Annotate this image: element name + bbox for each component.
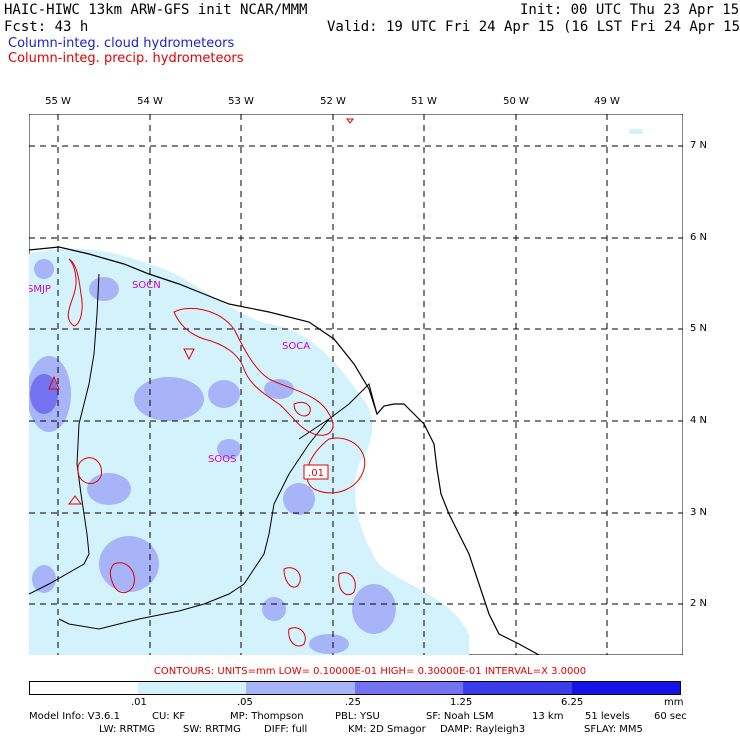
model-info-mp: MP: Thompson: [230, 711, 304, 722]
scale-swatch-0: [30, 682, 138, 694]
color-scale-bar: [29, 681, 681, 695]
model-info-sw: SW: RRTMG: [183, 724, 241, 735]
scale-label-3: 1.25: [450, 697, 473, 708]
scale-label-0: .01: [131, 697, 147, 708]
lat-label-5n: 5 N: [690, 323, 708, 334]
contour-label: .01: [308, 468, 324, 479]
model-info-km: KM: 2D Smagor: [348, 724, 426, 735]
forecast-hour: Fcst: 43 h: [4, 19, 89, 35]
contours-info: CONTOURS: UNITS=mm LOW= 0.10000E-01 HIGH…: [153, 666, 587, 677]
lat-label-4n: 4 N: [690, 415, 708, 426]
scale-label-1: .05: [237, 697, 253, 708]
station-label-smjp: SMJP: [29, 284, 51, 295]
precip-field-label: Column-integ. precip. hydrometeors: [8, 51, 244, 66]
init-time: Init: 00 UTC Thu 23 Apr 15: [520, 2, 740, 18]
lat-label-2n: 2 N: [690, 598, 708, 609]
model-info-timestep: 60 sec: [654, 711, 687, 722]
model-info-pbl: PBL: YSU: [335, 711, 380, 722]
scale-swatch-5: [572, 682, 680, 694]
lat-label-7n: 7 N: [690, 140, 708, 151]
scale-units: mm: [664, 697, 684, 708]
lon-label-51w: 51 W: [411, 96, 437, 107]
coastline: [29, 246, 540, 655]
station-label-socn: SOCN: [132, 280, 161, 291]
lon-label-50w: 50 W: [503, 96, 529, 107]
lat-label-3n: 3 N: [690, 507, 708, 518]
lat-lon-grid: [29, 114, 683, 655]
cloud-shading-medium: [29, 259, 396, 654]
cloud-shading-dark: [30, 374, 58, 414]
scale-label-2: .25: [345, 697, 361, 708]
country-borders: [29, 273, 378, 630]
station-label-soos: SOOS: [208, 454, 236, 465]
model-info-res: 13 km: [532, 711, 564, 722]
scale-swatch-4: [463, 682, 572, 694]
station-label-soca: SOCA: [282, 341, 310, 352]
model-info-sflay: SFLAY: MM5: [584, 724, 643, 735]
model-info-lw: LW: RRTMG: [99, 724, 156, 735]
title-line: HAIC-HIWC 13km ARW-GFS init NCAR/MMM: [4, 2, 308, 18]
lon-label-53w: 53 W: [228, 96, 254, 107]
lon-label-49w: 49 W: [594, 96, 620, 107]
model-info-sf: SF: Noah LSM: [426, 711, 494, 722]
scale-label-4: 6.25: [561, 697, 584, 708]
scale-swatch-1: [138, 682, 246, 694]
model-info-levels: 51 levels: [585, 711, 630, 722]
cloud-field-label: Column-integ. cloud hydrometeors: [8, 36, 235, 51]
model-info-diff: DIFF: full: [264, 724, 308, 735]
lat-label-6n: 6 N: [690, 232, 708, 243]
model-info-cu: CU: KF: [152, 711, 186, 722]
valid-time: Valid: 19 UTC Fri 24 Apr 15 (16 LST Fri …: [327, 19, 740, 35]
model-info-damp: DAMP: Rayleigh3: [440, 724, 526, 735]
lon-label-54w: 54 W: [137, 96, 163, 107]
lon-label-55w: 55 W: [45, 96, 71, 107]
contour-label-box: [303, 464, 329, 480]
scale-swatch-3: [355, 682, 463, 694]
model-info-version: Model Info: V3.6.1: [29, 711, 120, 722]
lon-label-52w: 52 W: [320, 96, 346, 107]
scale-swatch-2: [246, 682, 355, 694]
map-panel: .01 SMJP SOCN SOCA SOOS: [29, 114, 683, 655]
